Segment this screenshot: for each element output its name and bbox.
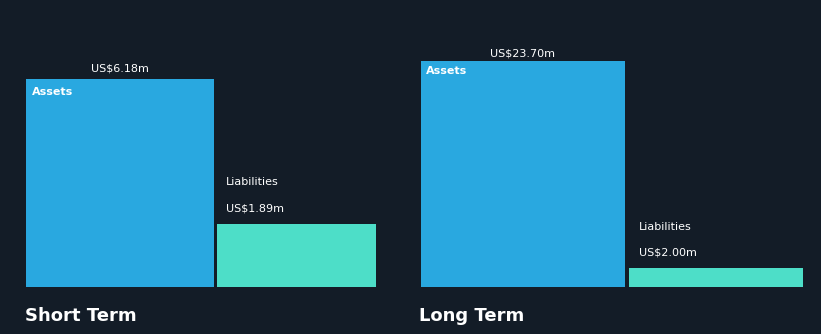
Text: Assets: Assets: [426, 66, 468, 76]
Text: US$23.70m: US$23.70m: [490, 48, 555, 58]
Text: Long Term: Long Term: [419, 307, 524, 325]
Text: Liabilities: Liabilities: [639, 222, 691, 232]
Bar: [420, 61, 625, 287]
Bar: [217, 223, 376, 287]
Text: US$6.18m: US$6.18m: [91, 63, 149, 73]
Text: Assets: Assets: [32, 87, 73, 97]
Text: Short Term: Short Term: [25, 307, 136, 325]
Bar: [629, 268, 803, 287]
Text: Liabilities: Liabilities: [226, 177, 278, 187]
Text: US$2.00m: US$2.00m: [639, 248, 696, 258]
Bar: [26, 79, 213, 287]
Text: US$1.89m: US$1.89m: [226, 203, 284, 213]
